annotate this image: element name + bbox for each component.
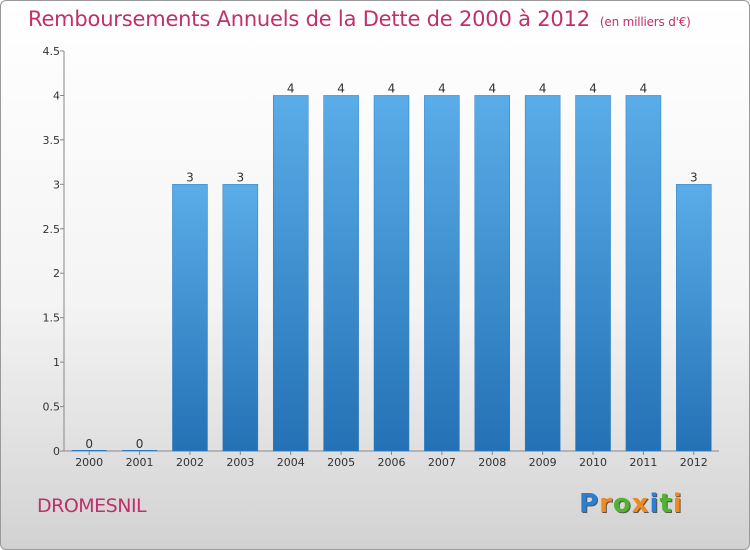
x-tick-label-2011: 2011 bbox=[629, 456, 657, 469]
data-label-2008: 4 bbox=[488, 81, 496, 95]
y-tick-label: 0 bbox=[53, 445, 60, 458]
y-tick-label: 3 bbox=[53, 178, 60, 191]
bar-2005 bbox=[323, 95, 359, 452]
y-tick-label: 4.5 bbox=[43, 45, 61, 58]
brand-letter: x bbox=[631, 489, 650, 519]
brand-letter: r bbox=[599, 489, 613, 519]
bar-2011 bbox=[625, 95, 662, 452]
brand-letter: i bbox=[672, 489, 683, 519]
brand-logo: Proxiti bbox=[579, 489, 683, 519]
x-tick-label-2005: 2005 bbox=[327, 456, 355, 469]
x-tick-label-2010: 2010 bbox=[579, 456, 607, 469]
x-tick-label-2003: 2003 bbox=[226, 456, 254, 469]
y-tick-label: 2.5 bbox=[43, 223, 61, 236]
data-label-2004: 4 bbox=[287, 81, 295, 95]
brand-letter: o bbox=[612, 489, 632, 519]
brand-letter: t bbox=[659, 489, 673, 519]
brand-letter: i bbox=[649, 489, 660, 519]
chart-unit-label: (en milliers d'€) bbox=[599, 15, 691, 29]
y-tick-label: 3.5 bbox=[43, 134, 61, 147]
data-label-2001: 0 bbox=[136, 437, 144, 451]
x-tick-label-2007: 2007 bbox=[428, 456, 456, 469]
x-tick-label-2001: 2001 bbox=[126, 456, 154, 469]
data-label-2011: 4 bbox=[640, 81, 648, 95]
data-label-2010: 4 bbox=[589, 81, 597, 95]
bar-2002 bbox=[172, 184, 208, 452]
bar-2003 bbox=[222, 184, 259, 452]
brand-letter: P bbox=[579, 489, 600, 519]
bar-2007 bbox=[424, 95, 460, 452]
x-tick-label-2002: 2002 bbox=[176, 456, 204, 469]
data-label-2000: 0 bbox=[85, 437, 93, 451]
bar-2006 bbox=[373, 95, 410, 452]
data-label-2002: 3 bbox=[186, 170, 194, 184]
bar-2012 bbox=[676, 184, 712, 452]
y-tick-label: 1 bbox=[53, 356, 60, 369]
bar-2009 bbox=[524, 95, 561, 452]
x-tick-label-2006: 2006 bbox=[378, 456, 406, 469]
x-tick-label-2004: 2004 bbox=[277, 456, 305, 469]
data-label-2009: 4 bbox=[539, 81, 547, 95]
x-tick-label-2009: 2009 bbox=[529, 456, 557, 469]
y-tick-label: 2 bbox=[53, 267, 60, 280]
y-tick-label: 1.5 bbox=[43, 312, 61, 325]
chart-title-text: Remboursements Annuels de la Dette de 20… bbox=[28, 7, 590, 31]
location-name: DROMESNIL bbox=[37, 495, 147, 517]
bar-2008 bbox=[474, 95, 511, 452]
y-tick-label: 4 bbox=[53, 89, 60, 102]
y-tick-label: 0.5 bbox=[43, 401, 61, 414]
data-label-2005: 4 bbox=[337, 81, 345, 95]
x-tick-label-2012: 2012 bbox=[680, 456, 708, 469]
bar-2010 bbox=[575, 95, 611, 452]
bar-2004 bbox=[272, 95, 309, 452]
data-label-2003: 3 bbox=[237, 170, 245, 184]
data-label-2012: 3 bbox=[690, 170, 698, 184]
x-tick-label-2008: 2008 bbox=[478, 456, 506, 469]
chart-title: Remboursements Annuels de la Dette de 20… bbox=[28, 7, 691, 31]
data-label-2006: 4 bbox=[388, 81, 396, 95]
x-tick-label-2000: 2000 bbox=[75, 456, 103, 469]
data-label-2007: 4 bbox=[438, 81, 446, 95]
